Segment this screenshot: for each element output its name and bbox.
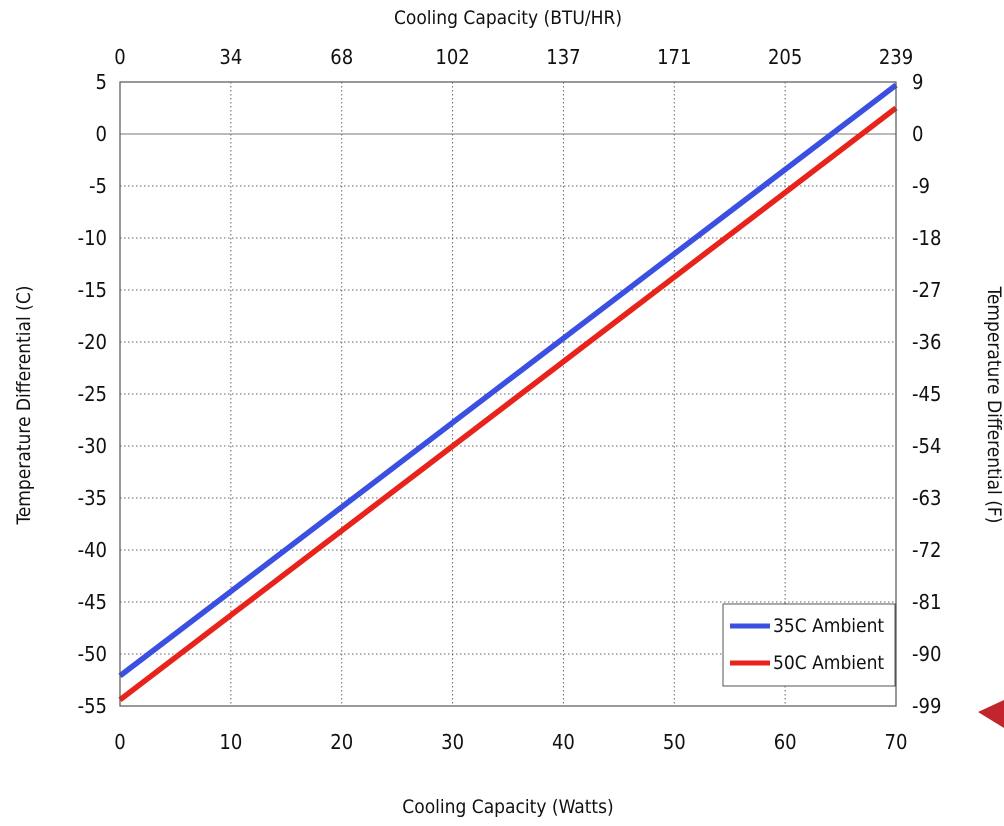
- right-y-tick-label: -81: [912, 590, 941, 614]
- y-tick-label: -25: [78, 382, 107, 406]
- x-tick-label: 30: [441, 730, 464, 754]
- legend-label-50c: 50C Ambient: [773, 652, 884, 674]
- y-tick-label: -35: [78, 486, 107, 510]
- y-tick-label: -5: [89, 174, 107, 198]
- y-tick-label: -50: [78, 642, 107, 666]
- top-x-tick-label: 0: [114, 45, 125, 69]
- red-arrow-fragment: [978, 700, 1004, 728]
- top-x-tick-label: 205: [768, 45, 802, 69]
- right-y-tick-label: -45: [912, 382, 941, 406]
- y-tick-label: -55: [78, 694, 107, 718]
- y-tick-label: -45: [78, 590, 107, 614]
- y-tick-label: 0: [96, 122, 107, 146]
- right-y-tick-label: -9: [912, 174, 930, 198]
- y-tick-label: -40: [78, 538, 107, 562]
- legend: 35C Ambient 50C Ambient: [722, 603, 896, 687]
- right-y-tick-label: -99: [912, 694, 941, 718]
- series-layer: [118, 82, 898, 702]
- x-tick-label: 70: [885, 730, 908, 754]
- right-y-tick-label: -63: [912, 486, 941, 510]
- legend-box: [722, 603, 896, 687]
- x-tick-label: 10: [219, 730, 242, 754]
- right-y-tick-labels: 9 0 -9 -18 -27 -36 -45 -54 -63 -72 -81 -90 -99: [912, 70, 941, 718]
- right-y-axis-title: Temperature Differential (F): [983, 286, 1004, 524]
- top-x-tick-labels: 0 34 68 102 137 171 205 239: [114, 45, 913, 69]
- legend-label-35c: 35C Ambient: [773, 615, 884, 637]
- bottom-x-axis-title: Cooling Capacity (Watts): [402, 796, 613, 818]
- y-tick-label: -15: [78, 278, 107, 302]
- right-y-tick-label: -90: [912, 642, 941, 666]
- y-tick-label: -20: [78, 330, 107, 354]
- top-x-tick-label: 137: [546, 45, 580, 69]
- top-x-tick-label: 68: [330, 45, 353, 69]
- y-tick-label: -10: [78, 226, 107, 250]
- bottom-x-tick-labels: 0 10 20 30 40 50 60 70: [114, 730, 907, 754]
- y-tick-label: -30: [78, 434, 107, 458]
- x-tick-label: 60: [774, 730, 797, 754]
- x-tick-label: 50: [663, 730, 686, 754]
- plot-frame: [119, 81, 897, 707]
- right-y-tick-label: -54: [912, 434, 941, 458]
- top-x-tick-label: 171: [657, 45, 691, 69]
- top-x-tick-label: 34: [219, 45, 242, 69]
- left-y-axis-title: Temperature Differential (C): [13, 286, 35, 526]
- right-y-tick-label: 9: [912, 70, 923, 94]
- y-tick-label: 5: [96, 70, 107, 94]
- left-y-tick-labels: 5 0 -5 -10 -15 -20 -25 -30 -35 -40 -45 -50 -55: [78, 70, 107, 718]
- grid: [120, 82, 896, 706]
- series-line-1: [118, 105, 898, 702]
- right-y-tick-label: -36: [912, 330, 941, 354]
- right-y-tick-label: -27: [912, 278, 941, 302]
- top-x-tick-label: 239: [879, 45, 913, 69]
- x-tick-label: 0: [114, 730, 125, 754]
- right-y-tick-label: 0: [912, 122, 923, 146]
- right-y-tick-label: -18: [912, 226, 941, 250]
- series-line-0: [118, 82, 898, 679]
- x-tick-label: 40: [552, 730, 575, 754]
- top-x-axis-title: Cooling Capacity (BTU/HR): [394, 7, 622, 29]
- top-x-tick-label: 102: [435, 45, 469, 69]
- x-tick-label: 20: [330, 730, 353, 754]
- right-y-tick-label: -72: [912, 538, 941, 562]
